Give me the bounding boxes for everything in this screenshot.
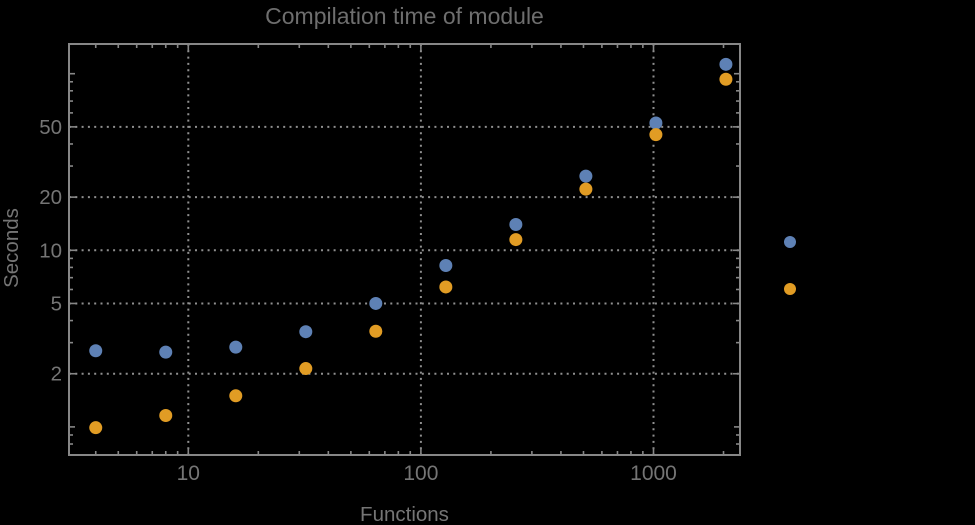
data-point-series-1-blue [509,217,523,231]
y-tick-label: 50 [39,116,62,139]
y-tick-label: 20 [39,186,62,209]
data-point-series-2-orange [299,362,313,376]
x-axis-label: Functions [360,503,449,525]
x-tick-label: 100 [403,462,438,485]
x-tick-label: 10 [177,462,200,485]
legend-marker-series-2-orange [784,283,796,295]
y-tick-label: 2 [51,363,62,386]
data-point-series-2-orange [439,280,453,294]
data-point-series-2-orange [229,389,243,403]
data-point-series-1-blue [369,296,383,310]
data-point-series-2-orange [89,421,103,435]
y-axis-label: Seconds [0,208,23,288]
data-point-series-2-orange [509,233,523,247]
data-point-series-2-orange [369,324,383,338]
data-point-series-2-orange [159,409,173,423]
data-point-series-1-blue [719,57,733,71]
data-point-series-1-blue [159,345,173,359]
data-point-series-2-orange [719,72,733,86]
y-tick-label: 5 [51,292,62,315]
y-tick-label: 10 [39,239,62,262]
data-point-series-1-blue [299,325,313,339]
data-point-series-1-blue [579,169,593,183]
data-point-series-1-blue [229,340,243,354]
data-point-series-2-orange [579,182,593,196]
data-point-series-1-blue [649,116,663,130]
data-point-series-2-orange [649,128,663,142]
legend-marker-series-1-blue [784,236,796,248]
data-point-series-1-blue [439,259,453,273]
data-point-series-1-blue [89,344,103,358]
x-tick-label: 1000 [630,462,677,485]
chart-title: Compilation time of module [265,3,544,29]
